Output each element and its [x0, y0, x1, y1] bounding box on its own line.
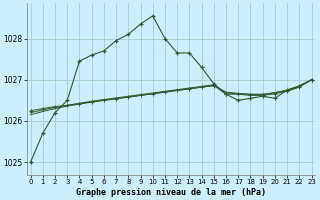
X-axis label: Graphe pression niveau de la mer (hPa): Graphe pression niveau de la mer (hPa) — [76, 188, 266, 197]
